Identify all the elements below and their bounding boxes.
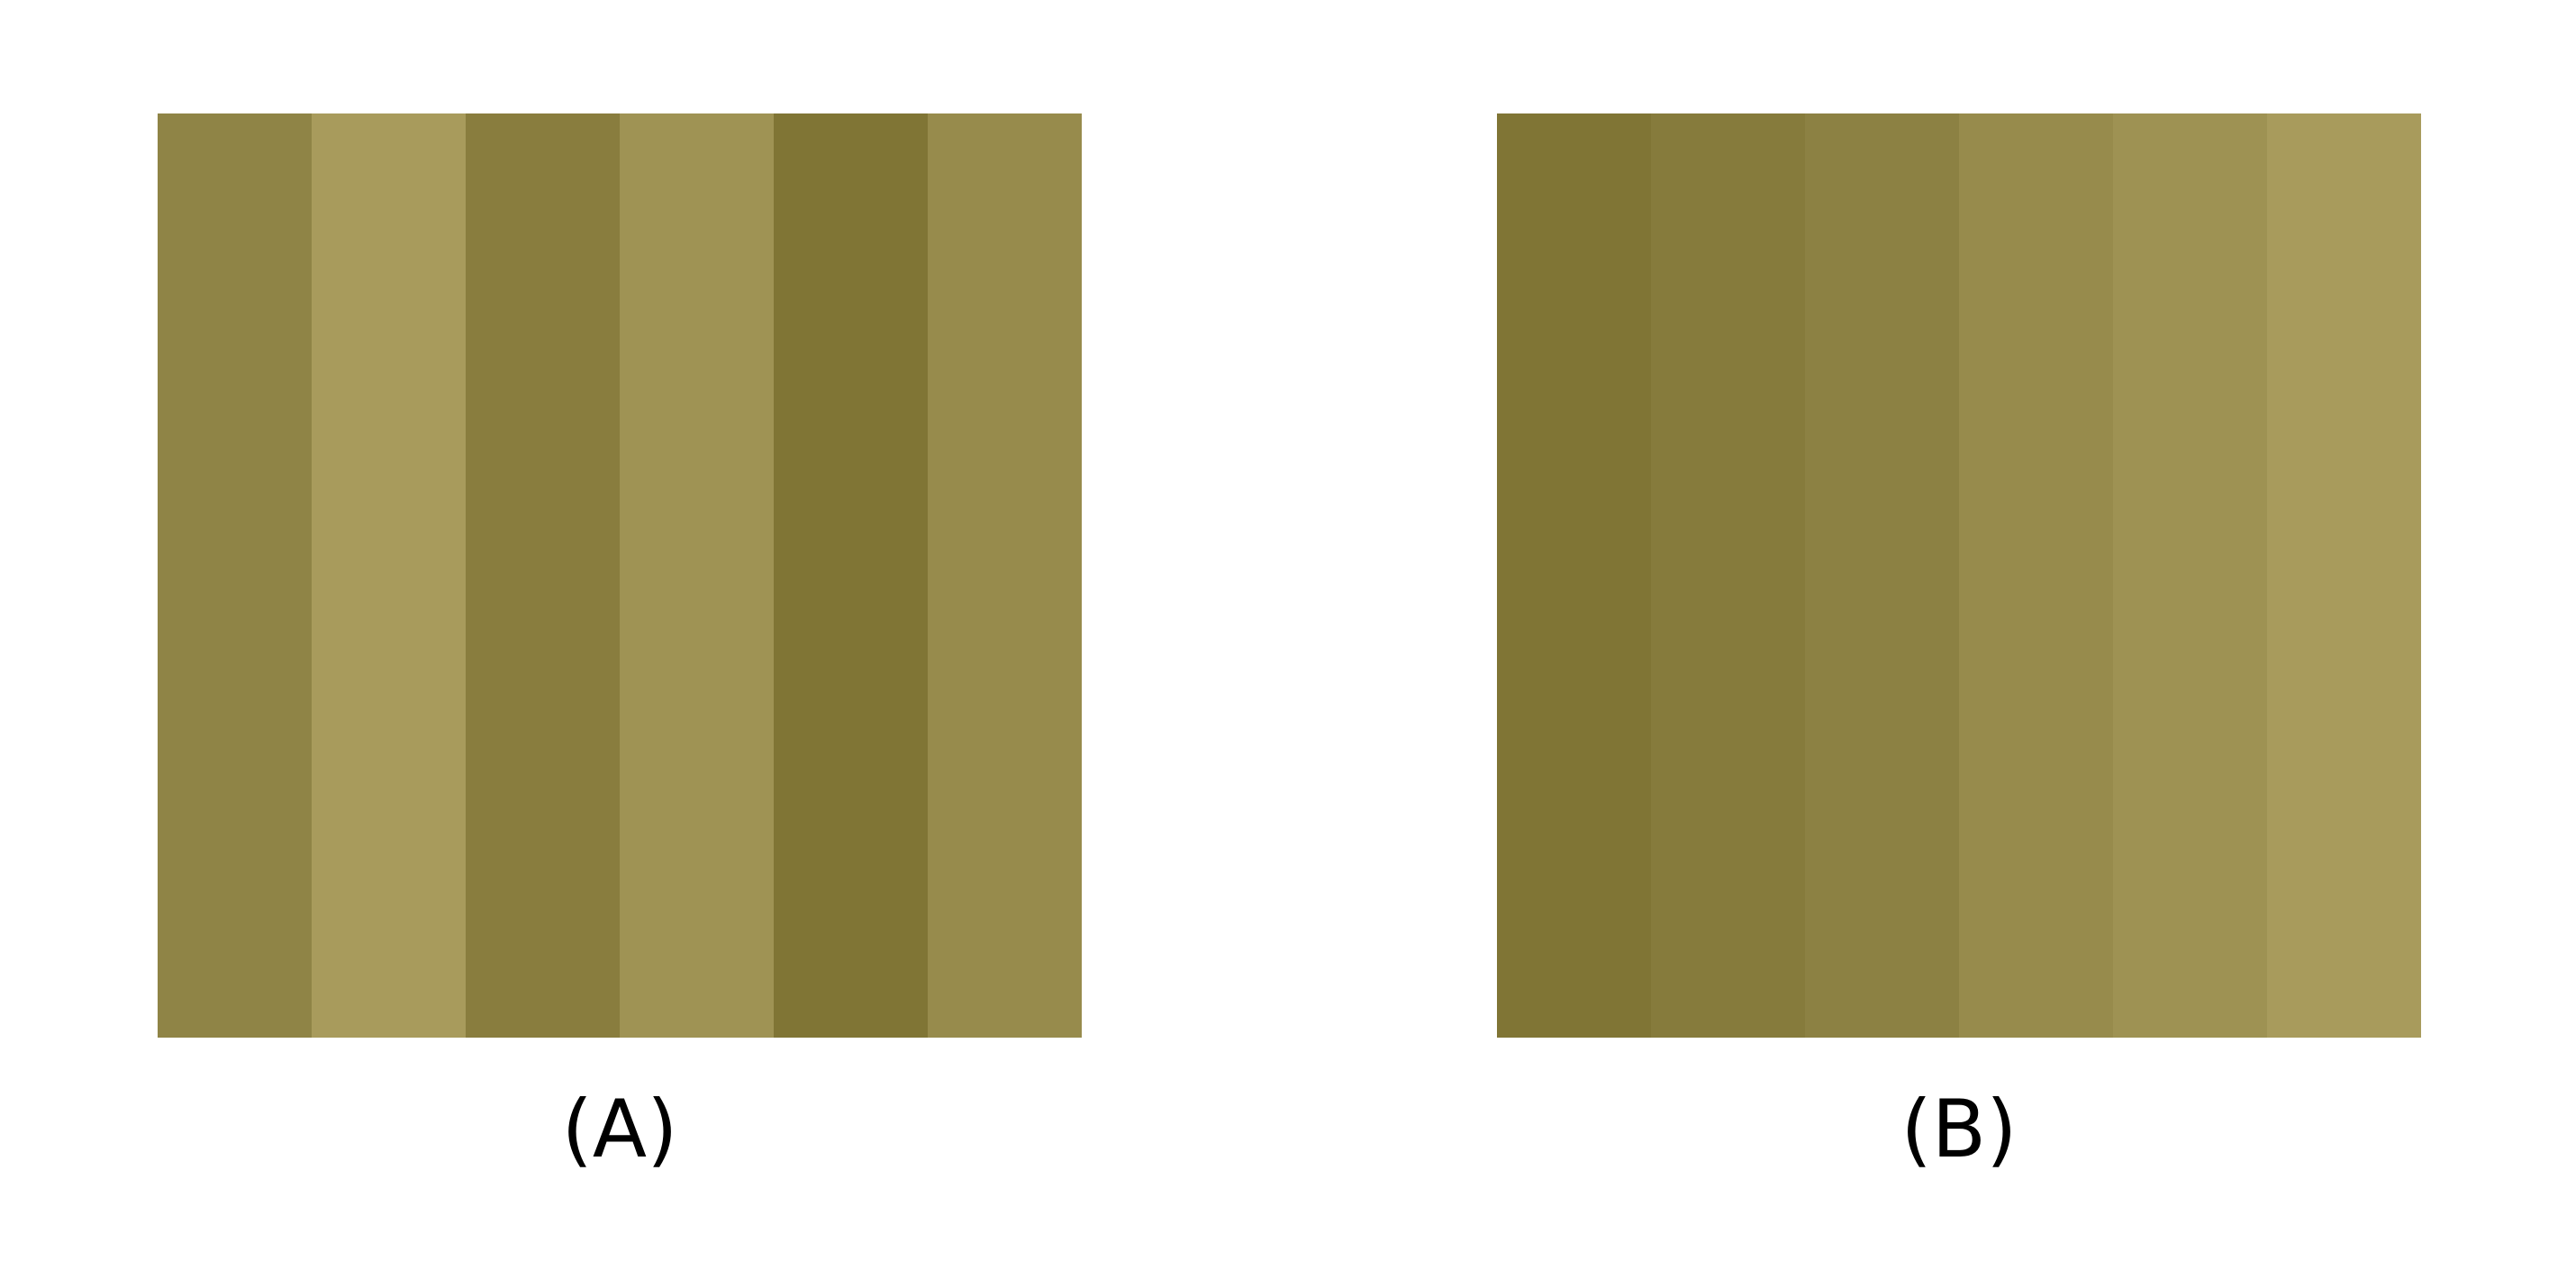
panel-b-label: (B) — [1900, 1083, 2018, 1175]
panel-a-stripe-1 — [158, 113, 312, 1038]
panel-b-stripe-4 — [1959, 113, 2113, 1038]
panel-b-stripe-2 — [1651, 113, 1805, 1038]
stripe-panel-a — [158, 113, 1082, 1038]
panel-b-stripe-6 — [2267, 113, 2421, 1038]
panel-a-stripe-6 — [928, 113, 1082, 1038]
panel-a-stripe-2 — [312, 113, 466, 1038]
panel-a-label: (A) — [561, 1083, 678, 1175]
panel-a-stripe-5 — [774, 113, 928, 1038]
stripe-panel-b — [1497, 113, 2421, 1038]
panel-b-stripe-1 — [1497, 113, 1651, 1038]
panel-a-stripe-3 — [466, 113, 620, 1038]
panel-b-stripe-3 — [1805, 113, 1959, 1038]
panel-a-stripe-4 — [620, 113, 774, 1038]
panel-b-stripe-5 — [2113, 113, 2267, 1038]
